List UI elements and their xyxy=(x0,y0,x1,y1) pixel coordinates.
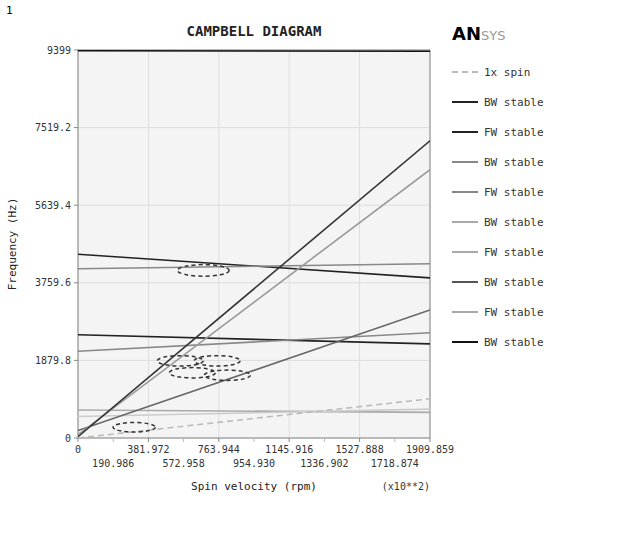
tick-label-y: 7519.2 xyxy=(35,122,71,133)
intersection-circle xyxy=(178,265,230,277)
legend-label: FW stable xyxy=(484,306,544,319)
logo-part: SYS xyxy=(481,28,505,43)
tick-label-x-second: 1336.902 xyxy=(300,458,348,469)
tick-x-second xyxy=(394,438,395,442)
tick-x xyxy=(218,438,219,442)
tick-x-second xyxy=(183,438,184,442)
tick-x xyxy=(359,438,360,442)
legend-label: FW stable xyxy=(484,246,544,259)
curve xyxy=(78,310,430,431)
intersection-circle xyxy=(169,368,215,378)
grid-line-x xyxy=(148,50,149,438)
legend-swatch xyxy=(452,131,478,133)
legend-swatch xyxy=(452,101,478,103)
legend: 1x spin BW stable FW stable BW stable FW sta… xyxy=(452,66,544,349)
tick-label-y: 5639.4 xyxy=(35,200,71,211)
legend-label: BW stable xyxy=(484,156,544,169)
legend-swatch xyxy=(452,311,478,313)
tick-y xyxy=(74,282,78,283)
chart: 0 381.972 763.944 1145.916 1527.888 1909.859 1… xyxy=(0,0,638,539)
intersection-circle xyxy=(194,356,240,366)
curve xyxy=(78,50,430,52)
tick-label-x: 1909.859 xyxy=(406,444,454,455)
legend-swatch xyxy=(452,71,478,73)
legend-label: 1x spin xyxy=(484,66,530,79)
tick-label-x: 1527.888 xyxy=(336,444,384,455)
data xyxy=(78,51,430,438)
page-number: 1 xyxy=(6,4,13,17)
curve xyxy=(78,333,430,352)
tick-x xyxy=(289,438,290,442)
tick-label-x-second: 572.958 xyxy=(163,458,205,469)
tick-label-x: 1145.916 xyxy=(265,444,313,455)
tick-x-second xyxy=(254,438,255,442)
tick-label-y: 9399 xyxy=(47,45,71,56)
tick-y xyxy=(74,205,78,206)
title: CAMPBELL DIAGRAM xyxy=(187,23,322,39)
legend-swatch xyxy=(452,191,478,193)
intersection-circle xyxy=(157,356,203,366)
axis-multiplier: (x10**2) xyxy=(382,481,430,492)
grid-line-x xyxy=(218,50,219,438)
intersection-circle xyxy=(204,370,250,380)
tick-label-y: 3759.6 xyxy=(35,277,71,288)
curve xyxy=(78,399,430,438)
legend-label: BW stable xyxy=(484,216,544,229)
curve xyxy=(78,141,430,437)
tick-x xyxy=(148,438,149,442)
legend-label: FW stable xyxy=(484,126,544,139)
curve xyxy=(78,254,430,278)
tick-x xyxy=(430,438,431,442)
grid-line-y xyxy=(78,282,430,283)
tick-label-x: 763.944 xyxy=(198,444,240,455)
tick-label-x: 381.972 xyxy=(127,444,169,455)
intersection-circle xyxy=(113,423,155,432)
plot-frame xyxy=(78,50,430,438)
tick-x-second xyxy=(324,438,325,442)
legend-label: BW stable xyxy=(484,96,544,109)
legend-swatch xyxy=(452,161,478,163)
tick-label-y: 1879.8 xyxy=(35,355,71,366)
grid-line-x xyxy=(359,50,360,438)
legend-swatch xyxy=(452,341,478,343)
grid-line-y xyxy=(78,127,430,128)
legend-swatch xyxy=(452,221,478,223)
legend-label: BW stable xyxy=(484,336,544,349)
tick-label-x-second: 954.930 xyxy=(233,458,275,469)
legend-swatch xyxy=(452,251,478,253)
tick-label-x-second: 190.986 xyxy=(92,458,134,469)
ticks: 0 381.972 763.944 1145.916 1527.888 1909.859 1… xyxy=(35,45,454,470)
legend-label: FW stable xyxy=(484,186,544,199)
x-axis-label: Spin velocity (rpm) xyxy=(191,480,317,493)
tick-label-x: 0 xyxy=(75,444,81,455)
grid-line-y xyxy=(78,205,430,206)
logo: ANSYS xyxy=(452,23,505,44)
tick-x-second xyxy=(113,438,114,442)
tick-y xyxy=(74,50,78,51)
plot-background xyxy=(78,50,430,438)
logo-part: AN xyxy=(452,23,481,44)
curve xyxy=(78,264,430,269)
grid-line-x xyxy=(289,50,290,438)
tick-label-x-second: 1718.874 xyxy=(371,458,419,469)
tick-y xyxy=(74,360,78,361)
tick-x xyxy=(78,438,79,442)
curve xyxy=(78,170,430,435)
tick-y xyxy=(74,438,78,439)
tick-label-y: 0 xyxy=(65,433,71,444)
legend-label: BW stable xyxy=(484,276,544,289)
grid-line-y xyxy=(78,360,430,361)
legend-swatch xyxy=(452,281,478,283)
grid xyxy=(78,50,430,438)
tick-y xyxy=(74,127,78,128)
y-axis-label: Frequency (Hz) xyxy=(6,198,19,291)
